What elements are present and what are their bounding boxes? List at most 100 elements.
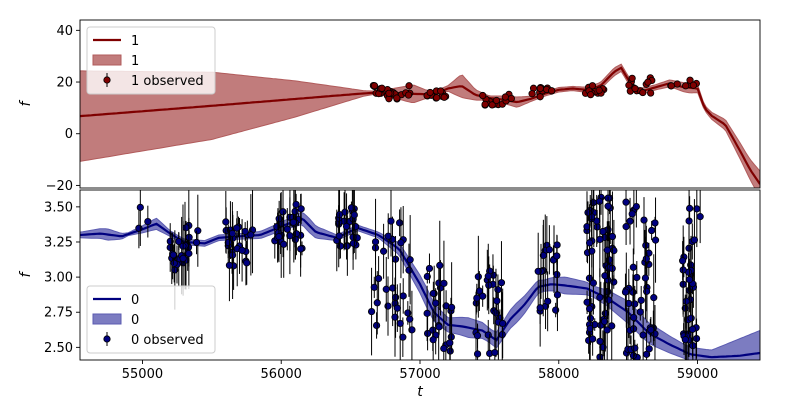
legend-band-label: 1	[131, 54, 139, 69]
legend-band-swatch	[92, 54, 122, 66]
observed-point	[596, 337, 604, 345]
y-tick-label: 2.50	[44, 341, 73, 356]
observed-point	[636, 308, 644, 316]
observed-point	[440, 344, 448, 353]
observed-point	[586, 325, 594, 333]
observed-point	[682, 82, 690, 90]
observed-point	[347, 204, 356, 212]
observed-point	[437, 87, 445, 95]
observed-point	[679, 266, 687, 274]
observed-point	[589, 279, 598, 287]
observed-point	[350, 211, 358, 219]
observed-point	[473, 350, 482, 358]
legend-point-swatch	[103, 76, 111, 84]
observed-point	[488, 101, 496, 109]
observed-point	[628, 74, 636, 82]
observed-point	[628, 210, 636, 218]
x-tick-label: 59000	[677, 367, 718, 382]
observed-point	[370, 82, 379, 90]
observed-point	[384, 232, 392, 240]
y-axis-label: f	[18, 99, 34, 106]
observed-point	[194, 227, 202, 235]
observed-point	[289, 218, 297, 226]
observed-point	[637, 296, 645, 304]
observed-point	[373, 299, 381, 307]
observed-point	[586, 305, 594, 313]
observed-point	[233, 224, 241, 232]
observed-point	[429, 289, 437, 298]
observed-point	[474, 273, 482, 281]
observed-point	[644, 78, 652, 86]
uncertainty-band	[80, 63, 760, 188]
observed-point	[275, 233, 283, 241]
observed-point	[182, 224, 190, 232]
observed-point	[144, 217, 152, 226]
observed-point	[406, 315, 414, 323]
observed-point	[228, 229, 236, 237]
observed-point	[595, 86, 603, 94]
observed-point	[336, 242, 345, 250]
observed-point	[686, 76, 694, 84]
observed-point	[396, 219, 404, 227]
observed-point	[539, 251, 547, 260]
observed-point	[405, 82, 413, 90]
legend-points-label: 0 observed	[131, 333, 204, 348]
observed-point	[286, 232, 294, 240]
observed-point	[492, 96, 501, 105]
y-tick-label: 40	[56, 24, 73, 39]
observed-point	[479, 91, 487, 100]
observed-point	[436, 261, 444, 269]
legend-line-label: 0	[131, 293, 139, 308]
observed-point	[603, 246, 611, 254]
observed-point	[371, 238, 380, 246]
observed-point	[553, 270, 561, 279]
observed-point	[632, 202, 640, 211]
observed-point	[548, 87, 556, 95]
observed-point	[685, 276, 694, 284]
observed-point	[641, 274, 650, 282]
observed-point	[601, 272, 609, 280]
observed-point	[280, 240, 288, 248]
observed-point	[440, 93, 448, 101]
y-tick-label: 20	[56, 76, 73, 91]
legend-point-swatch	[103, 335, 111, 343]
observed-point	[596, 293, 604, 301]
observed-point	[185, 249, 193, 258]
observed-point	[241, 227, 249, 236]
observed-point	[397, 239, 405, 247]
observed-point	[631, 300, 639, 308]
legend: 0 0 0 observed	[86, 285, 216, 354]
observed-point	[385, 89, 393, 97]
plot-area	[80, 63, 760, 188]
observed-point	[639, 331, 647, 339]
observed-point	[349, 239, 357, 247]
observed-point	[375, 274, 383, 283]
observed-point	[473, 294, 481, 302]
observed-point	[610, 246, 618, 255]
observed-point	[528, 90, 536, 98]
observed-point	[378, 84, 386, 92]
observed-point	[605, 296, 613, 304]
observed-point	[291, 207, 299, 216]
observed-point	[335, 232, 343, 240]
observed-point	[689, 81, 697, 89]
observed-point	[667, 82, 675, 90]
observed-point	[553, 291, 562, 299]
y-tick-label: 3.25	[44, 235, 73, 250]
observed-point	[283, 225, 291, 233]
observed-point	[247, 231, 255, 239]
observed-point	[545, 246, 553, 254]
observed-point	[673, 80, 681, 88]
x-tick-label: 56000	[261, 367, 302, 382]
observed-point	[372, 321, 381, 330]
observed-point	[391, 313, 399, 321]
observed-point	[382, 285, 390, 293]
observed-point	[536, 93, 544, 101]
observed-point	[396, 319, 404, 328]
observed-point	[625, 81, 633, 89]
observed-point	[297, 245, 305, 253]
observed-point	[687, 314, 695, 322]
legend-band-label: 0	[131, 313, 139, 328]
legend-band-swatch	[92, 313, 122, 325]
